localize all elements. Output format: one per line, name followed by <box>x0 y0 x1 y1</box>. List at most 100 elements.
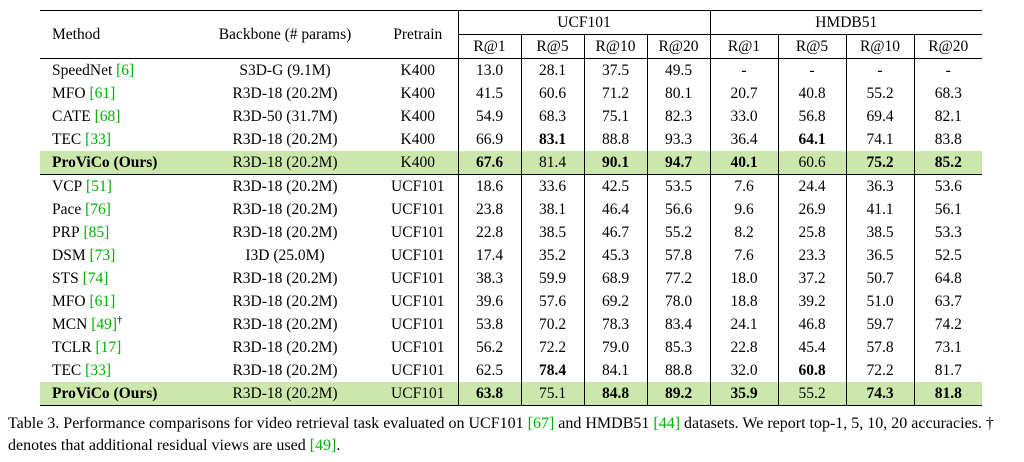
citation-link[interactable]: [6] <box>112 62 135 79</box>
backbone-cell: R3D-18 (20.2M) <box>192 382 378 406</box>
col-group-hmdb51: HMDB51 <box>709 10 982 35</box>
metric-value: 33.6 <box>520 174 584 198</box>
metric-value: 38.3 <box>457 267 521 290</box>
metric-value: 46.4 <box>583 198 647 221</box>
metric-value: 72.2 <box>845 359 914 382</box>
citation-link[interactable]: [73] <box>85 247 116 264</box>
metric-value: 63.7 <box>913 290 982 313</box>
col-header-method: Method <box>40 10 192 59</box>
citation-link[interactable]: [74] <box>78 270 109 287</box>
metric-value: 18.6 <box>457 174 521 198</box>
metric-value: 33.0 <box>709 105 778 128</box>
method-cell: DSM [73] <box>40 244 192 267</box>
citation-link[interactable]: [49] <box>87 316 118 333</box>
metric-value: 39.2 <box>777 290 846 313</box>
metric-value: 78.3 <box>583 313 647 336</box>
pretrain-cell: UCF101 <box>391 293 445 310</box>
method-cell: PRP [85] <box>40 221 192 244</box>
metric-value: 25.8 <box>777 221 846 244</box>
header-row-metrics: R@1 R@5 R@10 R@20 R@1 R@5 R@10 R@20 <box>40 34 982 59</box>
citation-link[interactable]: [61] <box>85 293 116 310</box>
pretrain-cell: UCF101 <box>391 201 445 218</box>
method-name: VCP <box>52 178 83 195</box>
citation-link[interactable]: [51] <box>82 178 112 195</box>
pretrain-cell: K400 <box>400 62 435 79</box>
pretrain-cell: UCF101 <box>378 382 458 406</box>
metric-value: 28.1 <box>520 58 584 82</box>
col-header-hmdb51-r5: R@5 <box>777 34 846 59</box>
metric-value: 74.2 <box>913 313 982 336</box>
metric-value: 56.8 <box>777 105 846 128</box>
metric-value: 78.0 <box>646 290 710 313</box>
metric-value: 79.0 <box>583 336 647 359</box>
metric-value: 53.5 <box>646 174 710 198</box>
metric-value: 57.8 <box>845 336 914 359</box>
method-name: STS <box>52 270 79 287</box>
table-row-tclr: TCLR [17] R3D-18 (20.2M) UCF101 56.2 72.2 79.… <box>40 336 982 359</box>
metric-value: 77.2 <box>646 267 710 290</box>
metric-value: 42.5 <box>583 174 647 198</box>
metric-value: 81.4 <box>520 151 584 175</box>
metric-value: 75.1 <box>520 382 584 406</box>
metric-value: 53.3 <box>913 221 982 244</box>
metric-value: 74.3 <box>845 382 914 406</box>
citation-link[interactable]: [33] <box>81 362 111 379</box>
method-cell: MCN [49]† <box>40 313 192 336</box>
method-cell: Pace [76] <box>40 198 192 221</box>
col-header-ucf101-r20: R@20 <box>646 34 710 59</box>
pretrain-cell: K400 <box>400 108 435 125</box>
metric-value: 8.2 <box>709 221 778 244</box>
metric-value: 57.8 <box>646 244 710 267</box>
metric-value: 93.3 <box>646 128 710 151</box>
pretrain-cell: UCF101 <box>391 339 445 356</box>
method-name: TEC <box>52 131 82 148</box>
metric-value: 36.5 <box>845 244 914 267</box>
metric-value: 53.6 <box>913 174 982 198</box>
citation-link[interactable]: [17] <box>91 339 122 356</box>
metric-value: 88.8 <box>583 128 647 151</box>
metric-value: 74.1 <box>845 128 914 151</box>
method-cell: STS [74] <box>40 267 192 290</box>
table-row-sts: STS [74] R3D-18 (20.2M) UCF101 38.3 59.9 68.9… <box>40 267 982 290</box>
table-row-tec: TEC [33] R3D-18 (20.2M) K400 66.9 83.1 88.8 93… <box>40 128 982 151</box>
pretrain-cell: UCF101 <box>378 174 458 198</box>
citation-link[interactable]: [68] <box>90 108 121 125</box>
method-name: TCLR <box>52 339 92 356</box>
citation-link[interactable]: [33] <box>81 131 111 148</box>
citation-link[interactable]: [85] <box>79 224 110 241</box>
metric-value: - <box>777 58 846 82</box>
citation-link[interactable]: [76] <box>81 201 111 218</box>
table-body: SpeedNet [6] S3D-G (9.1M) K400 13.0 28.1 37.5… <box>40 58 982 406</box>
metric-value: 84.1 <box>583 359 647 382</box>
metric-value: 37.2 <box>777 267 846 290</box>
metric-value: 68.3 <box>520 105 584 128</box>
col-header-hmdb51-r1: R@1 <box>709 34 778 59</box>
table-row-vcp: VCP [51] R3D-18 (20.2M) UCF101 18.6 33.6 42.5… <box>40 174 982 198</box>
metric-value: 46.7 <box>583 221 647 244</box>
metric-value: 45.4 <box>777 336 846 359</box>
metric-value: - <box>845 58 914 82</box>
metric-value: 66.9 <box>457 128 521 151</box>
method-name: MFO <box>52 85 86 102</box>
metric-value: 39.6 <box>457 290 521 313</box>
metric-value: 78.4 <box>520 359 584 382</box>
metric-value: 18.0 <box>709 267 778 290</box>
metric-value: 59.9 <box>520 267 584 290</box>
backbone-cell: R3D-18 (20.2M) <box>232 362 338 379</box>
metric-value: 22.8 <box>709 336 778 359</box>
metric-value: 89.2 <box>646 382 710 406</box>
pretrain-cell: K400 <box>400 85 435 102</box>
col-group-ucf101: UCF101 <box>457 10 710 35</box>
backbone-cell: R3D-18 (20.2M) <box>232 339 338 356</box>
citation-link[interactable]: [67] <box>527 415 555 432</box>
citation-link[interactable]: [44] <box>653 415 681 432</box>
citation-link[interactable]: [61] <box>85 85 116 102</box>
metric-value: 9.6 <box>709 198 778 221</box>
caption-text: . <box>336 437 341 455</box>
table-row-dsm: DSM [73] I3D (25.0M) UCF101 17.4 35.2 45.3 57.… <box>40 244 982 267</box>
metric-value: 69.4 <box>845 105 914 128</box>
col-header-pretrain: Pretrain <box>378 10 458 59</box>
caption-text: Table 3. Performance comparisons for vid… <box>8 415 528 432</box>
citation-link[interactable]: [49] <box>309 437 337 455</box>
method-cell: CATE [68] <box>40 105 192 128</box>
